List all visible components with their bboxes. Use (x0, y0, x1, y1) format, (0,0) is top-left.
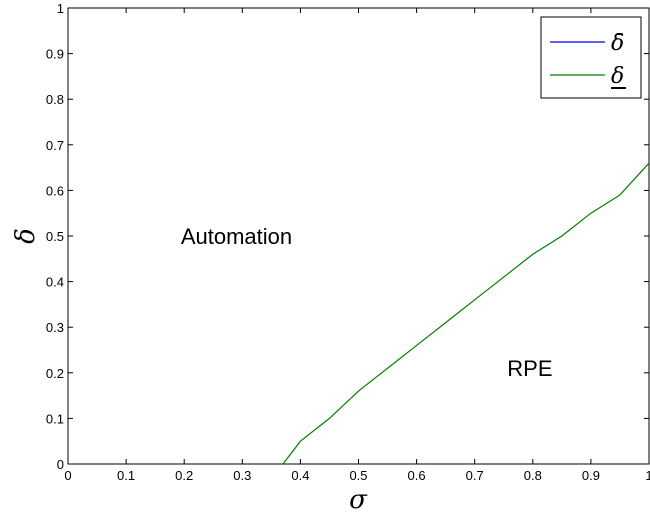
y-tick-label: 0.2 (46, 366, 64, 381)
y-tick-label: 0.9 (46, 47, 64, 62)
x-axis-ticks: 0 0.1 0.2 0.3 0.4 0.5 0.6 0.7 0.8 0.9 1 (64, 8, 650, 483)
y-axis-ticks: 0 0.1 0.2 0.3 0.4 0.5 0.6 0.7 0.8 0.9 1 (46, 1, 649, 472)
x-tick-label: 0.4 (291, 468, 309, 483)
x-tick-label: 0.7 (466, 468, 484, 483)
legend: δ̄ δ (540, 16, 642, 99)
x-tick-label: 1 (645, 468, 650, 483)
legend-label-delta-underline: δ (611, 64, 624, 89)
x-tick-label: 0.2 (175, 468, 193, 483)
series-line-1 (282, 162, 650, 465)
x-tick-label: 0.5 (349, 468, 367, 483)
y-tick-label: 0.4 (46, 275, 64, 290)
annotation-rpe: RPE (507, 356, 552, 381)
x-tick-label: 0.8 (524, 468, 542, 483)
y-tick-label: 0.7 (46, 138, 64, 153)
annotation-automation: Automation (181, 224, 292, 249)
y-tick-label: 0.5 (46, 229, 64, 244)
x-tick-label: 0 (64, 468, 71, 483)
x-tick-label: 0.9 (582, 468, 600, 483)
y-tick-label: 0.6 (46, 183, 64, 198)
x-axis-label: σ (349, 485, 368, 515)
y-tick-label: 1 (57, 1, 64, 16)
x-tick-label: 0.6 (408, 468, 426, 483)
y-axis-label: δ (11, 228, 41, 244)
series-layer (282, 162, 650, 465)
y-tick-label: 0 (57, 457, 64, 472)
legend-label-delta-bar: δ̄ (611, 31, 624, 56)
legend-box (540, 16, 642, 99)
x-tick-label: 0.1 (117, 468, 135, 483)
y-tick-label: 0.1 (46, 411, 64, 426)
x-tick-label: 0.3 (233, 468, 251, 483)
y-tick-label: 0.8 (46, 92, 64, 107)
annotations: Automation RPE (181, 224, 553, 381)
y-tick-label: 0.3 (46, 320, 64, 335)
